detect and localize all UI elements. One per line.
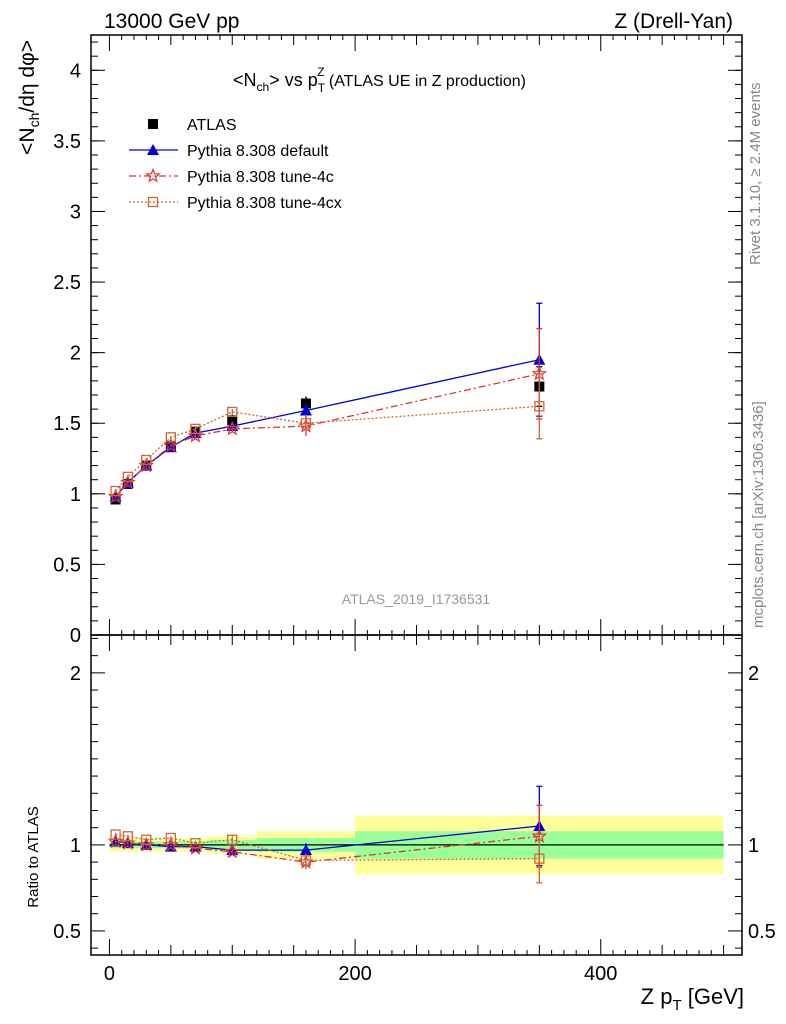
legend-label-default: Pythia 8.308 default — [187, 143, 329, 160]
y-tick-label: 2.5 — [53, 272, 81, 294]
y-tick-label: 3 — [70, 201, 81, 223]
y-tick-label: 0.5 — [53, 554, 81, 576]
header-right: Z (Drell-Yan) — [614, 10, 733, 33]
data-point-tune4cx — [534, 401, 545, 412]
mcplots-label: mcplots.cern.ch [arXiv:1306.3436] — [750, 401, 767, 628]
data-point-tune4cx — [300, 855, 312, 866]
x-axis-label: Z pT [GeV] — [641, 984, 744, 1014]
y-tick-label: 0.5 — [53, 921, 81, 943]
data-point-tune4c — [163, 437, 179, 453]
y-tick-label: 3.5 — [53, 131, 81, 153]
x-tick-label: 0 — [104, 963, 115, 985]
data-point-tune4cx — [190, 838, 201, 849]
x-tick-label: 400 — [584, 963, 617, 985]
data-point-tune4cx — [110, 829, 121, 840]
main-axes: 0 0.5 1 1.5 2 2.5 3 3.5 4 — [53, 35, 742, 647]
legend-marker-tune4cx — [147, 196, 159, 208]
main-panel: 0 0.5 1 1.5 2 2.5 3 3.5 4 <Nch> vs pTZ (ATLAS UE… — [16, 34, 743, 647]
data-point-default — [299, 844, 312, 856]
series-line-default — [115, 359, 540, 498]
y-tick-label: 2 — [70, 343, 81, 365]
data-point-tune4cx — [122, 831, 133, 842]
y-tick-label-right: 2 — [748, 663, 759, 685]
data-point-tune4cx — [122, 471, 133, 483]
watermark-label: ATLAS_2019_I1736531 — [342, 591, 491, 607]
data-point-default — [189, 427, 202, 439]
data-point-tune4cx — [227, 406, 238, 418]
y-tick-label: 0 — [70, 625, 81, 647]
legend-marker-tune4c — [145, 167, 161, 183]
data-point-tune4cx — [165, 832, 176, 844]
data-point-default — [299, 404, 312, 416]
legend: ATLAS Pythia 8.308 default Pythia 8.308 tu… — [129, 117, 342, 212]
y-tick-label: 2 — [70, 663, 81, 685]
ratio-plot-area — [107, 785, 724, 884]
y-tick-label: 1 — [70, 835, 81, 857]
data-point-tune4cx — [110, 485, 121, 497]
data-point-tune4cx — [141, 454, 152, 466]
data-point-tune4cx — [190, 423, 201, 435]
ratio-y-axis-label: Ratio to ATLAS — [25, 806, 42, 907]
legend-marker-default — [147, 144, 159, 155]
header-left: 13000 GeV pp — [104, 10, 239, 33]
ratio-frame — [90, 634, 743, 956]
y-tick-label: 1 — [70, 484, 81, 506]
ratio-axes: 0.5 0.5 1 1 2 2 0 200 400 — [53, 635, 776, 985]
legend-label-atlas: ATLAS — [187, 117, 237, 134]
legend-label-tune4c: Pythia 8.308 tune-4c — [187, 169, 334, 186]
series-tune4c — [107, 327, 548, 504]
legend-label-tune4cx: Pythia 8.308 tune-4cx — [187, 195, 342, 212]
y-tick-label: 4 — [70, 60, 81, 82]
chart-title: <Nch> vs pTZ (ATLAS UE in Z production) — [233, 65, 526, 95]
data-point-tune4cx — [227, 834, 238, 845]
series-line-tune4c — [115, 373, 540, 498]
main-plot-area — [107, 302, 548, 505]
x-tick-label: 200 — [338, 963, 371, 985]
series-tune4cx — [110, 373, 545, 497]
ratio-panel: 0.5 0.5 1 1 2 2 0 200 400 Ratio to ATLAS Z pT [G… — [25, 634, 776, 1014]
data-point-tune4cx — [141, 834, 152, 845]
y-tick-label: 1.5 — [53, 413, 81, 435]
rivet-version-label: Rivet 3.1.10, ≥ 2.4M events — [747, 83, 764, 266]
legend-marker-atlas — [148, 119, 158, 129]
main-y-axis-label: <Nch/dη dφ> — [16, 40, 42, 155]
data-point-default — [226, 420, 239, 432]
data-point-tune4cx — [300, 418, 312, 429]
y-tick-label-right: 1 — [748, 835, 759, 857]
series-line-tune4cx — [115, 405, 540, 492]
data-point-tune4c — [224, 843, 241, 859]
data-point-tune4cx — [165, 432, 176, 443]
series-default — [109, 302, 546, 502]
series-tune4cx — [110, 829, 545, 884]
y-tick-label-right: 0.5 — [748, 921, 776, 943]
data-point-tune4cx — [534, 853, 545, 864]
series-line-tune4cx — [115, 833, 540, 862]
data-point-tune4c — [224, 420, 241, 436]
